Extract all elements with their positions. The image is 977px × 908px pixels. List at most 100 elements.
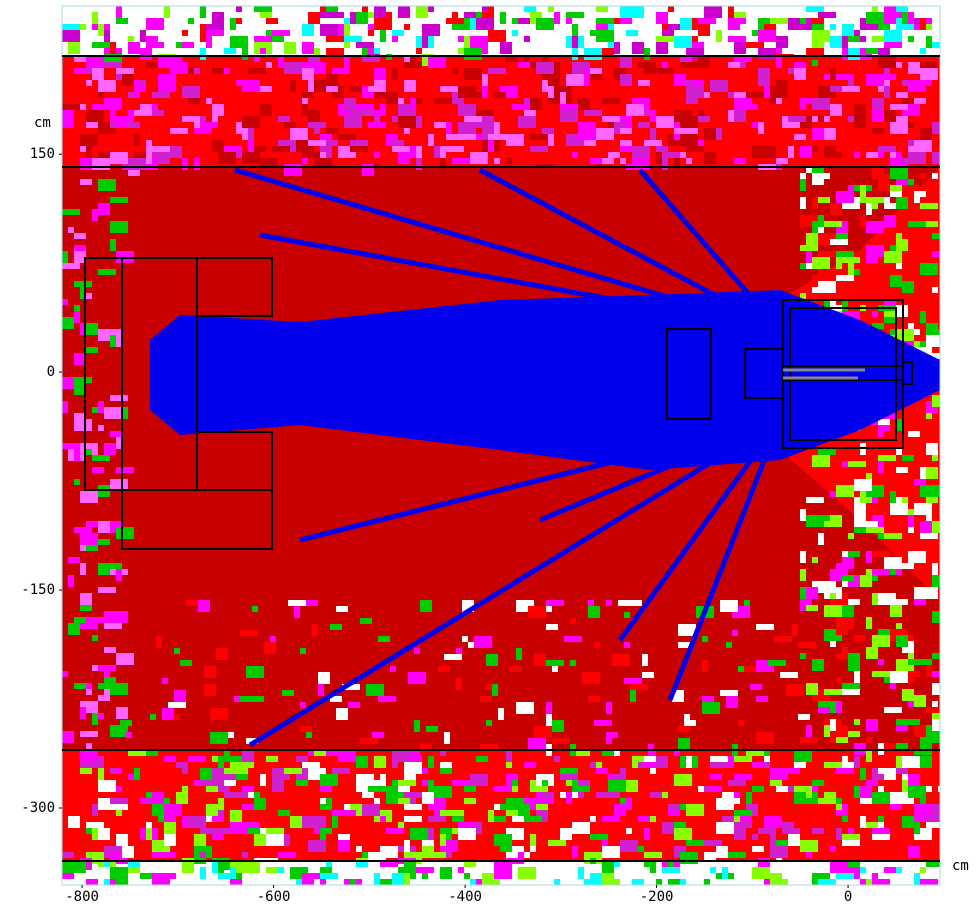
speckle: [320, 828, 332, 834]
speckle: [896, 18, 902, 30]
speckle: [288, 600, 306, 606]
speckle: [422, 768, 428, 774]
speckle: [300, 600, 318, 606]
speckle: [456, 648, 462, 654]
speckle: [782, 828, 800, 834]
speckle: [764, 86, 770, 98]
speckle: [86, 293, 92, 299]
speckle: [512, 104, 530, 110]
speckle: [884, 203, 896, 209]
speckle: [542, 792, 554, 798]
speckle: [506, 750, 512, 762]
speckle: [326, 74, 338, 86]
speckle: [932, 251, 940, 257]
speckle: [146, 42, 164, 48]
speckle: [932, 233, 940, 239]
speckle: [620, 146, 638, 152]
speckle: [854, 104, 866, 116]
speckle: [92, 635, 98, 641]
speckle: [372, 732, 384, 738]
speckle: [410, 86, 416, 92]
speckle: [314, 158, 332, 170]
speckle: [152, 92, 170, 98]
speckle: [860, 575, 872, 587]
speckle: [674, 750, 680, 756]
speckle: [236, 774, 248, 780]
speckle: [510, 666, 522, 672]
speckle: [86, 56, 104, 68]
speckle: [92, 158, 110, 170]
speckle: [678, 738, 690, 750]
speckle: [908, 197, 914, 203]
speckle: [374, 164, 380, 176]
speckle: [182, 158, 188, 170]
speckle: [164, 822, 176, 834]
speckle: [216, 648, 228, 660]
speckle: [420, 600, 432, 612]
speckle: [566, 12, 584, 18]
speckle: [932, 683, 940, 695]
speckle: [200, 6, 206, 18]
speckle: [710, 80, 728, 92]
speckle: [104, 98, 122, 110]
speckle: [866, 551, 872, 563]
speckle: [806, 497, 824, 503]
speckle: [314, 873, 320, 879]
speckle: [932, 713, 940, 719]
speckle: [464, 12, 476, 18]
speckle: [380, 861, 398, 867]
speckle: [344, 62, 350, 74]
speckle: [392, 762, 398, 768]
speckle: [248, 792, 254, 798]
speckle: [920, 792, 926, 804]
speckle: [74, 449, 80, 461]
speckle: [902, 689, 914, 701]
speckle: [380, 30, 386, 42]
speckle: [476, 756, 488, 762]
speckle: [920, 18, 926, 30]
speckle: [422, 846, 428, 852]
speckle: [926, 665, 932, 677]
speckle: [278, 56, 284, 68]
speckle: [578, 792, 584, 798]
speckle: [242, 152, 260, 164]
speckle: [734, 92, 746, 98]
speckle: [98, 828, 110, 840]
speckle: [492, 684, 498, 696]
speckle: [242, 750, 254, 762]
speckle: [780, 672, 798, 678]
speckle: [104, 407, 122, 419]
speckle: [204, 666, 216, 678]
speckle: [404, 840, 410, 852]
speckle: [932, 575, 940, 587]
speckle: [806, 116, 812, 128]
speckle: [792, 624, 798, 636]
speckle: [116, 467, 134, 473]
speckle: [920, 62, 938, 68]
speckle: [302, 42, 314, 54]
speckle: [98, 203, 110, 215]
speckle: [464, 134, 476, 140]
speckle: [116, 6, 122, 18]
speckle: [848, 48, 860, 54]
y-tick-label: -300: [21, 800, 55, 816]
speckle: [740, 62, 746, 68]
speckle: [806, 798, 824, 804]
speckle: [938, 140, 940, 146]
speckle: [752, 846, 764, 852]
speckle: [872, 873, 878, 879]
speckle: [456, 678, 462, 690]
speckle: [146, 18, 164, 30]
speckle: [480, 744, 498, 750]
speckle: [86, 323, 98, 335]
speckle: [248, 128, 254, 140]
speckle: [908, 671, 914, 683]
speckle: [362, 56, 380, 62]
speckle: [818, 873, 830, 879]
speckle: [878, 173, 890, 185]
speckle: [932, 701, 938, 707]
speckle: [134, 134, 140, 146]
speckle: [872, 497, 878, 503]
speckle: [776, 158, 788, 164]
speckle: [908, 551, 926, 563]
